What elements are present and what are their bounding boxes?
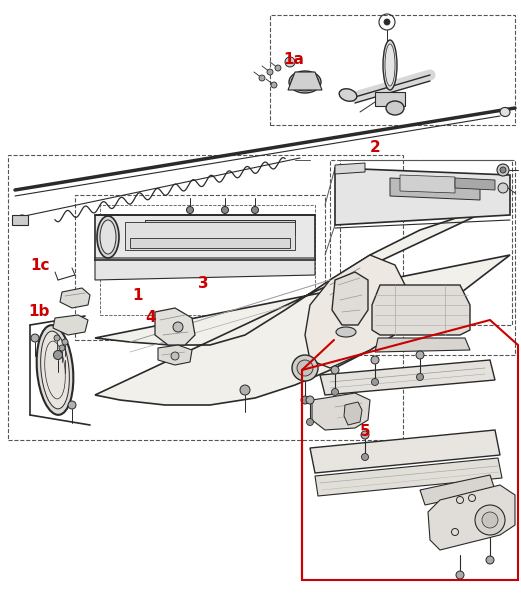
Bar xyxy=(375,92,405,106)
Circle shape xyxy=(267,69,273,75)
Circle shape xyxy=(416,351,424,359)
Polygon shape xyxy=(125,222,295,250)
Polygon shape xyxy=(53,315,88,335)
Polygon shape xyxy=(60,288,90,308)
Bar xyxy=(270,15,515,125)
Text: 1: 1 xyxy=(132,287,143,302)
Circle shape xyxy=(456,571,464,579)
Circle shape xyxy=(297,360,313,376)
Circle shape xyxy=(331,366,339,374)
Circle shape xyxy=(62,339,68,345)
Circle shape xyxy=(275,65,281,71)
Text: 2: 2 xyxy=(370,140,381,155)
Ellipse shape xyxy=(383,40,397,90)
Circle shape xyxy=(54,350,63,359)
Circle shape xyxy=(285,57,295,67)
Ellipse shape xyxy=(36,325,73,415)
Polygon shape xyxy=(312,393,370,430)
Circle shape xyxy=(384,19,390,25)
Polygon shape xyxy=(95,258,315,280)
Circle shape xyxy=(498,183,508,193)
Circle shape xyxy=(252,206,258,214)
Circle shape xyxy=(31,334,39,342)
Bar xyxy=(330,160,512,325)
Bar xyxy=(8,155,403,440)
Circle shape xyxy=(292,355,318,381)
Polygon shape xyxy=(390,178,480,200)
Text: 1b: 1b xyxy=(28,304,49,319)
Circle shape xyxy=(306,419,314,425)
Circle shape xyxy=(500,167,506,173)
Circle shape xyxy=(371,356,379,364)
Polygon shape xyxy=(95,215,315,260)
Circle shape xyxy=(486,556,494,564)
Polygon shape xyxy=(158,345,192,365)
Polygon shape xyxy=(428,485,515,550)
Circle shape xyxy=(240,385,250,395)
Polygon shape xyxy=(310,430,500,473)
Ellipse shape xyxy=(336,327,356,337)
Polygon shape xyxy=(344,402,362,425)
Polygon shape xyxy=(12,215,28,225)
Polygon shape xyxy=(320,360,495,395)
Polygon shape xyxy=(375,338,470,352)
Polygon shape xyxy=(288,72,322,90)
Ellipse shape xyxy=(41,331,69,409)
Polygon shape xyxy=(145,220,295,235)
Circle shape xyxy=(362,454,368,461)
Circle shape xyxy=(306,396,314,404)
Polygon shape xyxy=(305,255,410,368)
Ellipse shape xyxy=(385,44,395,86)
Circle shape xyxy=(17,215,27,225)
Circle shape xyxy=(371,379,378,385)
Ellipse shape xyxy=(291,73,319,91)
Ellipse shape xyxy=(386,101,404,115)
Polygon shape xyxy=(455,178,495,190)
Text: 4: 4 xyxy=(145,311,156,325)
Polygon shape xyxy=(130,238,290,248)
Text: 5: 5 xyxy=(360,425,370,439)
Circle shape xyxy=(59,345,65,351)
Circle shape xyxy=(475,505,505,535)
Circle shape xyxy=(68,401,76,409)
Text: 1a: 1a xyxy=(283,52,304,67)
Circle shape xyxy=(187,206,193,214)
Bar xyxy=(75,195,325,340)
Polygon shape xyxy=(315,458,502,496)
Circle shape xyxy=(173,322,183,332)
Circle shape xyxy=(259,75,265,81)
Circle shape xyxy=(171,352,179,360)
Ellipse shape xyxy=(339,89,357,101)
Polygon shape xyxy=(335,163,365,174)
Text: 3: 3 xyxy=(198,275,208,290)
Circle shape xyxy=(482,512,498,528)
Circle shape xyxy=(497,164,509,176)
Polygon shape xyxy=(372,285,470,335)
Text: 1c: 1c xyxy=(30,257,49,272)
Ellipse shape xyxy=(100,220,116,254)
Polygon shape xyxy=(95,200,510,405)
Ellipse shape xyxy=(500,107,510,116)
Polygon shape xyxy=(155,308,195,345)
Bar xyxy=(100,205,315,315)
Ellipse shape xyxy=(97,216,119,258)
Circle shape xyxy=(416,373,424,380)
Polygon shape xyxy=(400,175,455,193)
Circle shape xyxy=(301,396,309,404)
Circle shape xyxy=(54,335,60,341)
Ellipse shape xyxy=(289,71,321,93)
Circle shape xyxy=(361,431,369,439)
Circle shape xyxy=(221,206,229,214)
Circle shape xyxy=(331,389,339,395)
Polygon shape xyxy=(420,475,495,505)
Bar xyxy=(340,160,515,355)
Polygon shape xyxy=(335,168,510,225)
Polygon shape xyxy=(332,272,368,325)
Circle shape xyxy=(271,82,277,88)
